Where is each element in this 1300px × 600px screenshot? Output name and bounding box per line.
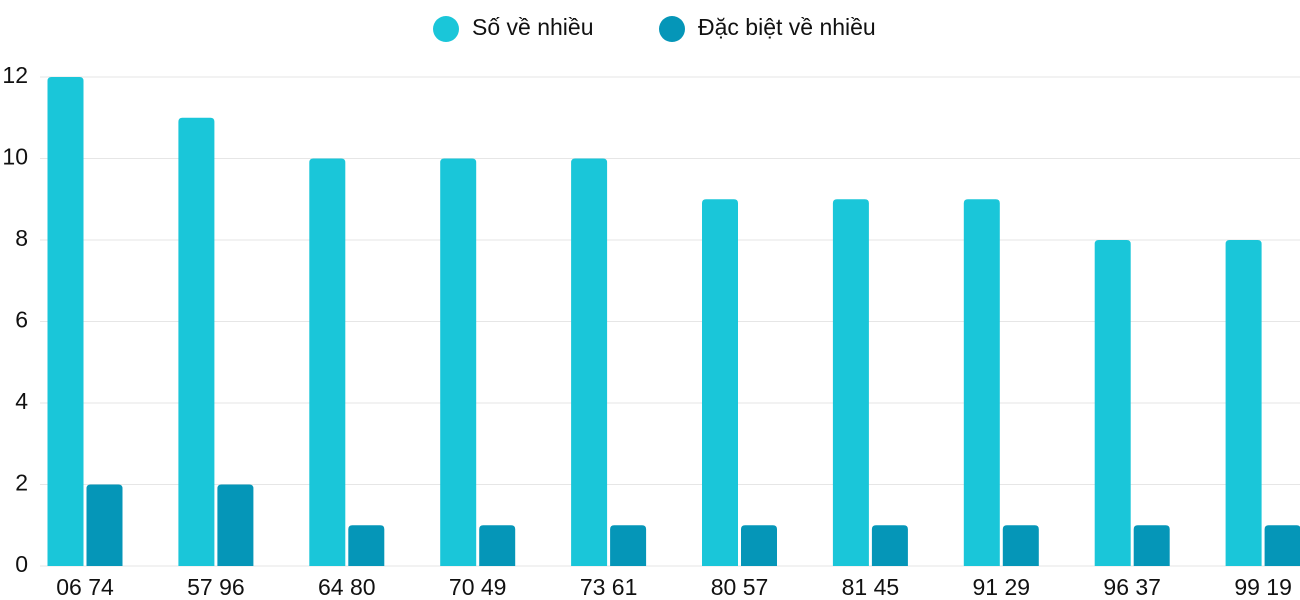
x-tick-label: 70 49	[449, 574, 507, 600]
y-tick-label: 6	[15, 307, 28, 333]
x-tick-label: 99 19	[1234, 574, 1292, 600]
bar	[440, 158, 477, 566]
bar	[963, 199, 1000, 566]
y-tick-label: 8	[15, 225, 28, 251]
bar	[1002, 525, 1039, 566]
x-tick-label: 06 74	[56, 574, 114, 600]
legend-swatch	[433, 16, 459, 42]
x-tick-label: 80 57	[711, 574, 769, 600]
bar	[479, 525, 516, 566]
y-tick-label: 4	[15, 388, 28, 414]
legend-swatch	[659, 16, 685, 42]
bar	[86, 484, 123, 566]
bar	[1094, 240, 1131, 566]
bar	[871, 525, 908, 566]
y-tick-label: 10	[2, 144, 28, 170]
x-tick-label: 64 80	[318, 574, 376, 600]
legend-label: Đặc biệt về nhiều	[698, 14, 876, 40]
legend-label: Số về nhiều	[472, 14, 593, 40]
x-tick-label: 57 96	[187, 574, 245, 600]
bar	[348, 525, 385, 566]
bar	[309, 158, 346, 566]
y-tick-label: 12	[2, 62, 28, 88]
bar	[1133, 525, 1170, 566]
bar	[741, 525, 777, 566]
bar	[1264, 525, 1300, 566]
bar	[217, 484, 254, 566]
bar	[702, 199, 738, 566]
bar	[47, 77, 84, 566]
bar	[571, 158, 608, 566]
bar	[1225, 240, 1262, 566]
y-tick-label: 2	[15, 470, 28, 496]
x-tick-label: 81 45	[842, 574, 900, 600]
bar	[832, 199, 869, 566]
bar	[178, 117, 215, 566]
bar	[610, 525, 647, 566]
x-tick-label: 91 29	[973, 574, 1031, 600]
y-tick-label: 0	[15, 551, 28, 577]
x-tick-label: 73 61	[580, 574, 638, 600]
x-tick-label: 96 37	[1103, 574, 1161, 600]
